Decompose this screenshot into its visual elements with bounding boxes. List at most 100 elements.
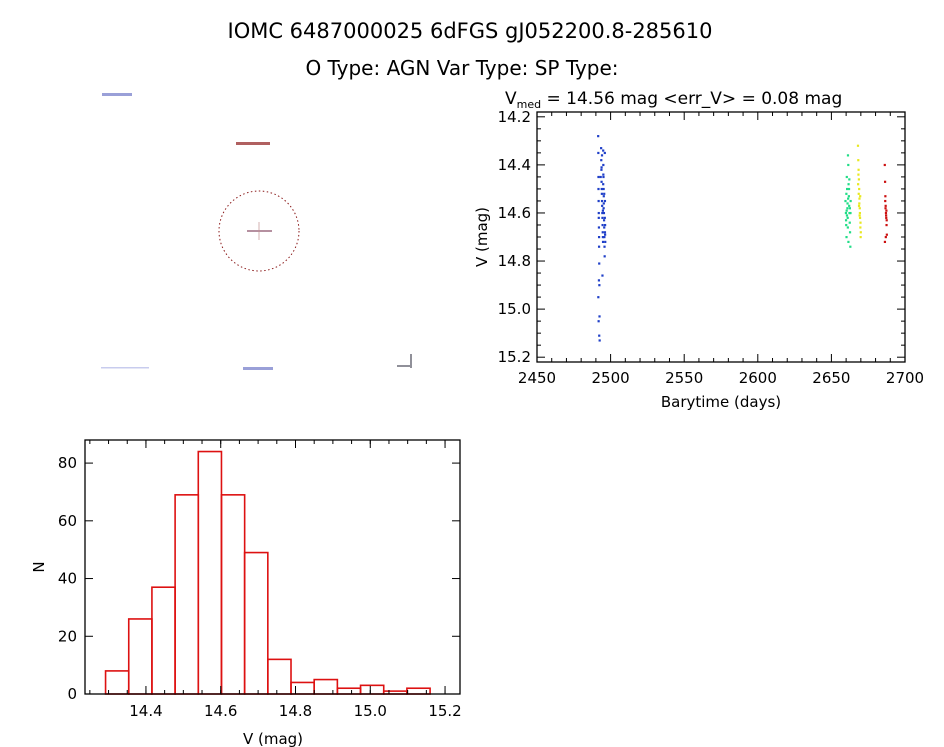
- data-point-series-2: [858, 187, 861, 191]
- data-point-series-0: [602, 202, 605, 205]
- data-point-series-0: [597, 296, 600, 299]
- x-tick-label: 2650: [812, 369, 850, 387]
- histogram-bar: [174, 494, 200, 695]
- data-point-series-0: [603, 192, 606, 195]
- data-point-series-2: [858, 202, 861, 205]
- y-tick-label: 60: [58, 512, 77, 530]
- histogram-plot: V (mag) N 14.4 14.6 14.8 15.0 15.2 0 20 40 60 80: [30, 439, 462, 747]
- data-point-series-1: [849, 245, 852, 248]
- data-point-series-0: [597, 279, 601, 282]
- histogram-bar: [359, 684, 385, 695]
- hist-ylabel: N: [30, 561, 48, 572]
- histogram-bar: [267, 658, 292, 695]
- data-point-series-0: [602, 195, 605, 198]
- data-point-series-0: [597, 199, 600, 203]
- data-point-series-2: [857, 173, 860, 176]
- y-tick-label: 14.6: [498, 204, 531, 222]
- data-point-series-0: [601, 236, 604, 239]
- data-point-series-1: [849, 199, 852, 203]
- data-point-series-1: [849, 211, 852, 215]
- data-point-series-2: [857, 204, 861, 207]
- title-rest: = 14.56 mag <err_V> = 0.08 mag: [541, 89, 842, 109]
- data-point-series-1: [844, 219, 848, 222]
- data-point-series-0: [598, 334, 601, 337]
- y-tick-label: 80: [58, 454, 77, 472]
- data-point-series-0: [600, 147, 603, 150]
- data-point-series-0: [603, 151, 606, 155]
- data-point-series-0: [600, 159, 603, 162]
- data-point-series-3: [884, 236, 887, 239]
- data-point-series-1: [845, 192, 848, 195]
- data-point-series-1: [847, 183, 850, 186]
- title-subscript: med: [517, 98, 541, 111]
- plot-frame: [536, 111, 906, 363]
- data-point-series-2: [859, 226, 862, 229]
- data-point-series-0: [602, 175, 605, 179]
- data-point-series-0: [600, 166, 603, 169]
- x-tick-label: 15.0: [354, 702, 387, 720]
- data-point-series-1: [847, 240, 850, 244]
- data-point-series-1: [844, 199, 847, 203]
- data-point-series-0: [602, 187, 605, 191]
- data-point-series-1: [845, 236, 848, 239]
- data-point-series-1: [846, 154, 850, 157]
- data-point-series-3: [883, 180, 887, 183]
- data-point-series-3: [884, 204, 887, 207]
- data-point-series-0: [603, 226, 606, 229]
- data-point-series-0: [601, 240, 605, 244]
- data-point-series-2: [857, 159, 860, 162]
- data-point-series-0: [600, 199, 604, 203]
- data-point-series-0: [601, 216, 604, 219]
- y-tick-label: 14.8: [498, 252, 531, 270]
- data-point-series-0: [601, 231, 604, 234]
- data-point-series-3: [883, 163, 886, 167]
- data-point-series-2: [857, 183, 860, 186]
- data-point-series-2: [859, 231, 862, 234]
- data-point-series-0: [604, 233, 607, 236]
- data-point-series-0: [601, 209, 604, 212]
- data-point-series-0: [597, 211, 600, 215]
- data-point-series-1: [848, 178, 851, 181]
- data-point-series-0: [598, 339, 601, 342]
- x-tick-label: 2700: [886, 369, 924, 387]
- y-tick-label: 0: [67, 685, 77, 703]
- x-tick-label: 14.6: [204, 702, 237, 720]
- data-point-series-0: [602, 149, 605, 152]
- data-point-series-0: [598, 315, 601, 318]
- data-point-series-1: [846, 187, 849, 191]
- data-point-series-0: [597, 320, 600, 323]
- data-point-series-0: [602, 183, 605, 186]
- histogram-bar: [336, 687, 362, 695]
- data-point-series-1: [847, 163, 850, 167]
- data-point-series-0: [604, 223, 607, 227]
- data-point-series-0: [601, 204, 604, 207]
- survey-label-mark: [102, 93, 132, 96]
- data-point-series-3: [884, 207, 887, 210]
- data-point-series-0: [603, 216, 606, 219]
- data-point-series-2: [857, 192, 860, 195]
- data-point-series-2: [856, 144, 860, 147]
- title-line1: IOMC 6487000025 6dFGS gJ052200.8-285610: [228, 19, 713, 43]
- data-point-series-0: [601, 211, 604, 215]
- data-point-series-0: [602, 211, 606, 215]
- data-point-series-1: [848, 207, 851, 210]
- data-point-series-0: [603, 199, 607, 203]
- data-point-series-3: [884, 199, 887, 203]
- data-point-series-1: [847, 197, 850, 200]
- data-point-series-3: [885, 219, 888, 222]
- data-point-series-0: [600, 180, 603, 183]
- x-tick-label: 2550: [665, 369, 703, 387]
- data-point-series-0: [597, 216, 600, 219]
- data-point-series-0: [604, 240, 607, 244]
- histogram-bar: [243, 551, 269, 695]
- hist-xlabel: V (mag): [243, 730, 303, 747]
- data-point-series-0: [603, 255, 606, 258]
- title-line2: O Type: AGN Var Type: SP Type:: [305, 56, 618, 80]
- data-point-series-2: [858, 207, 861, 210]
- date-label-mark: [243, 367, 273, 370]
- data-point-series-1: [845, 223, 848, 227]
- histogram-bar: [127, 618, 153, 695]
- target-circle: [218, 190, 300, 272]
- y-tick-label: 14.2: [498, 108, 531, 126]
